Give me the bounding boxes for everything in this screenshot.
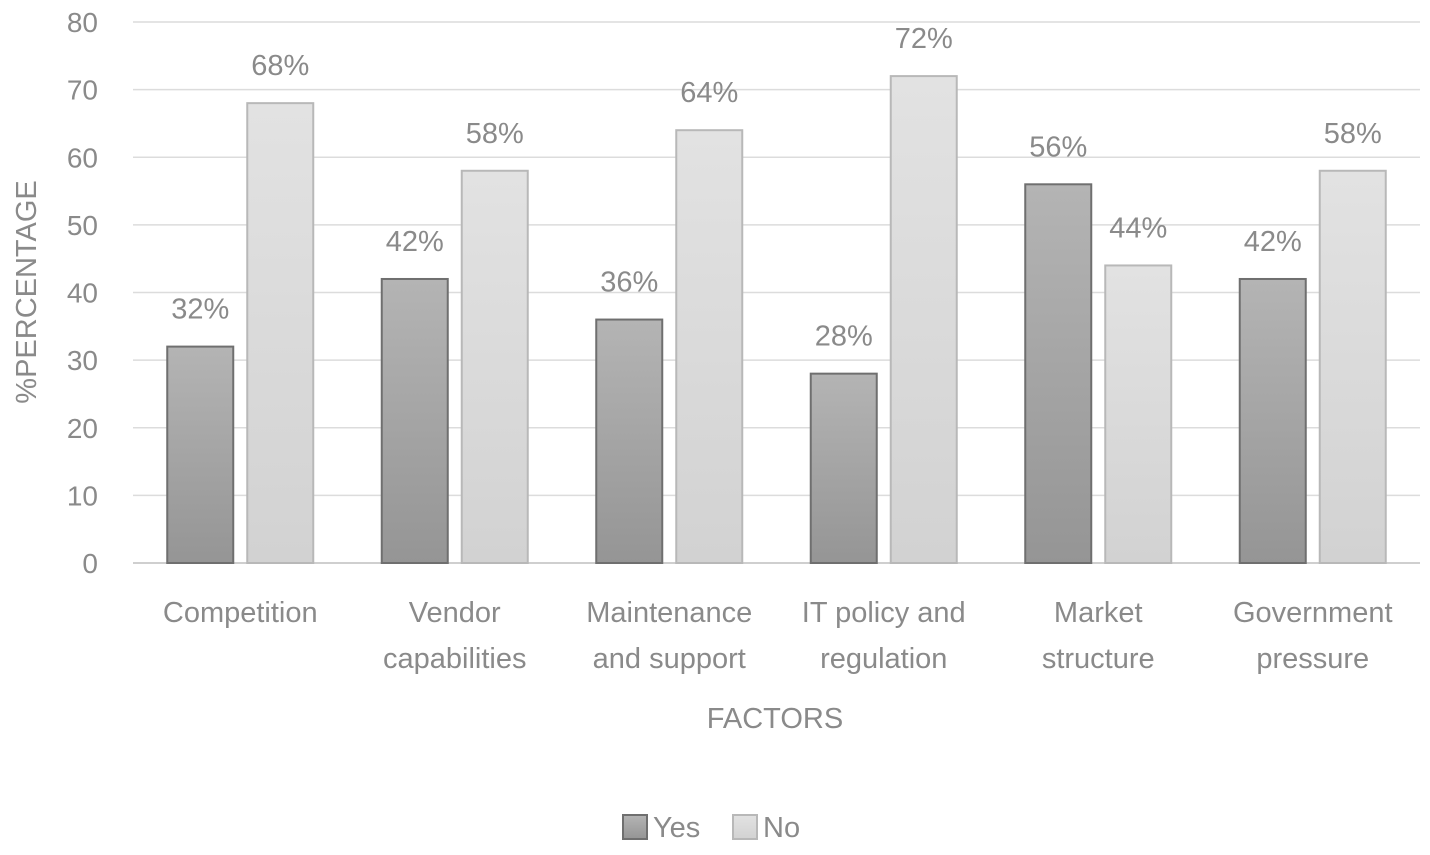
y-tick-label: 70 [67,75,98,106]
bar-no [675,129,744,564]
data-label: 64% [680,77,738,109]
data-label: 42% [1244,226,1302,258]
y-tick-label: 10 [67,480,98,511]
data-label: 72% [895,23,953,55]
x-axis-categories: Competition Vendor capabilities Maintenance… [163,597,1393,675]
legend-label-yes: Yes [653,812,700,844]
legend-swatch-no [732,814,758,840]
y-tick-label: 60 [67,142,98,173]
data-label: 42% [386,226,444,258]
category-label: IT policy and [802,597,966,629]
category-label: structure [1042,643,1155,675]
y-tick-label: 80 [67,7,98,38]
bar-yes [166,345,235,564]
y-tick-label: 0 [82,548,98,579]
y-tick-label: 50 [67,210,98,241]
category-label: Maintenance [586,597,752,629]
data-label: 56% [1029,131,1087,163]
bar-no [889,75,958,564]
data-label: 68% [251,50,309,82]
bar-yes [1024,183,1093,565]
category-label: and support [593,643,746,675]
category-label: Vendor [409,597,501,629]
y-tick-label: 20 [67,413,98,444]
category-label: Competition [163,597,318,629]
data-label: 28% [815,321,873,353]
y-axis-ticks: 0 10 20 30 40 50 60 70 80 [67,7,98,579]
data-label: 44% [1109,212,1167,244]
bar-no [1318,169,1387,564]
legend: Yes No [622,812,800,844]
category-label: pressure [1256,643,1369,675]
y-tick-label: 30 [67,345,98,376]
category-label: capabilities [383,643,526,675]
legend-label-no: No [763,812,800,844]
data-labels: 32% 68% 42% 58% 36% 64% 28% 72% 56% 44% 42% 58% [171,23,1382,353]
y-axis-title: %PERCENTAGE [11,180,43,403]
bars [166,75,1387,565]
legend-swatch-yes [622,814,648,840]
bar-yes [1238,277,1307,564]
bar-no [246,102,315,565]
gridlines [133,21,1420,564]
category-label: Market [1054,597,1143,629]
category-label: regulation [820,643,947,675]
bar-no [1104,264,1173,564]
data-label: 58% [466,118,524,150]
bar-yes [595,318,664,564]
y-tick-label: 40 [67,278,98,309]
bar-no [460,169,529,564]
bar-yes [809,372,878,564]
bar-yes [380,277,449,564]
data-label: 58% [1324,118,1382,150]
x-axis-title: FACTORS [707,703,843,735]
data-label: 36% [600,267,658,299]
data-label: 32% [171,294,229,326]
category-label: Government [1233,597,1393,629]
